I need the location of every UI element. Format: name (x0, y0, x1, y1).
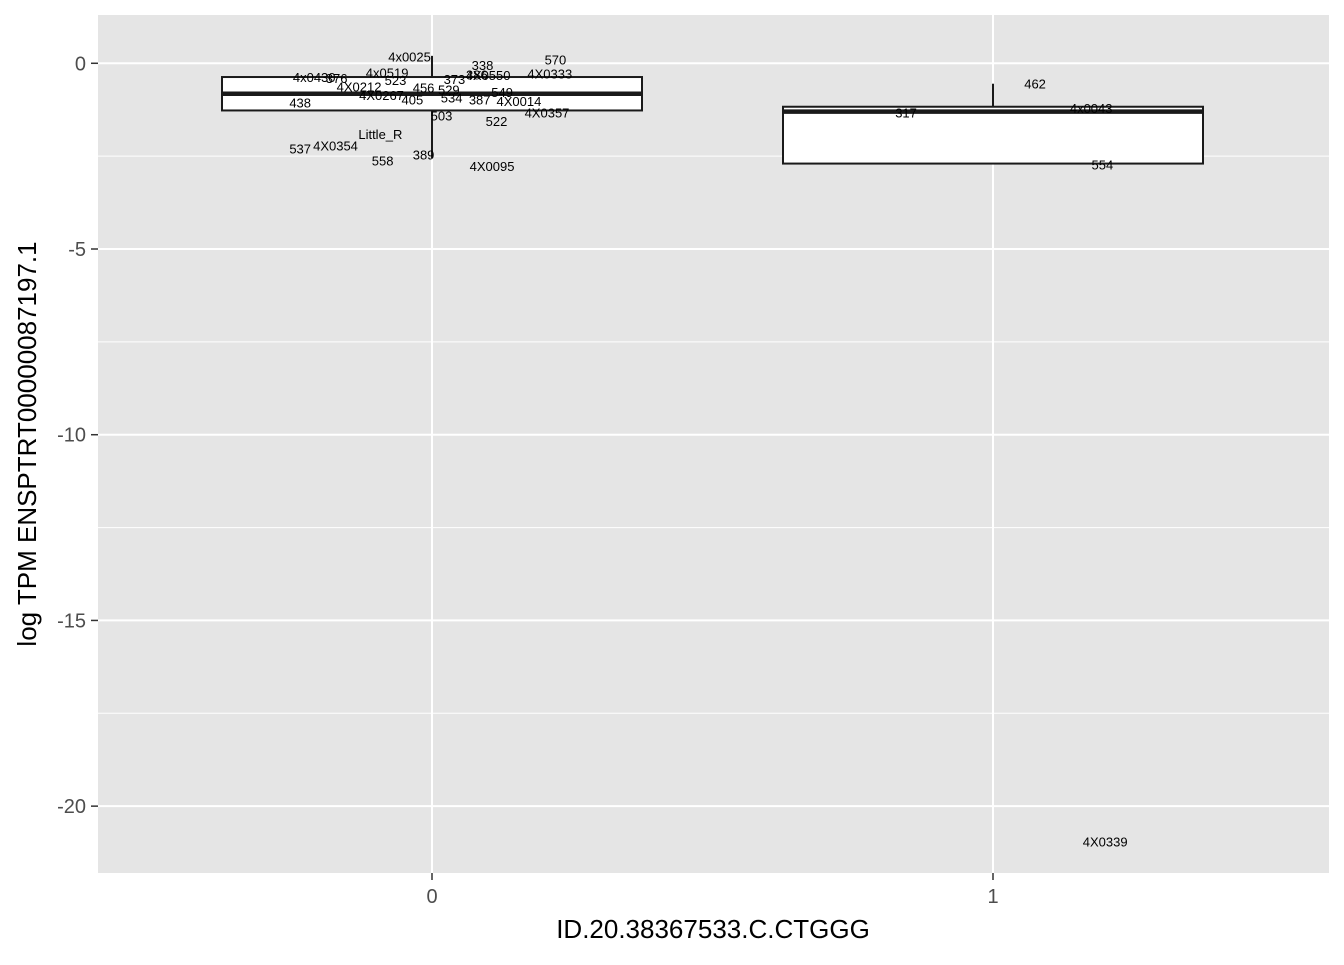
y-axis: 0 -5 -10 -15 -20 (57, 53, 98, 818)
point-label: 4X0550 (466, 68, 511, 83)
x-axis-title: ID.20.38367533.C.CTGGG (556, 914, 870, 944)
point-label: 558 (372, 154, 394, 169)
point-label: 462 (1024, 77, 1046, 92)
point-label: 405 (402, 92, 424, 107)
point-label: 4x0043 (1070, 101, 1113, 116)
y-tick-label: -5 (68, 239, 86, 261)
point-label: 549 (491, 85, 513, 100)
x-tick-label: 0 (426, 886, 437, 908)
y-tick-label: 0 (75, 53, 86, 75)
point-label: 4X0357 (525, 105, 570, 120)
point-label: 373 (444, 72, 466, 87)
point-label: 456 (413, 80, 435, 95)
point-label: 4x0430 (293, 70, 336, 85)
boxes-layer (221, 55, 1204, 165)
point-label: 387 (469, 92, 491, 107)
point-label: 4X0267 (359, 88, 404, 103)
box-iqr (782, 105, 1204, 165)
point-label: 338 (472, 58, 494, 73)
point-label: 523 (385, 73, 407, 88)
point-label: 4X0354 (313, 139, 358, 154)
point-label: 4X0212 (337, 80, 382, 95)
y-tick-label: -10 (57, 425, 86, 447)
point-label: 4X0333 (527, 66, 572, 81)
point-label: 537 (289, 142, 311, 157)
y-axis-title: log TPM ENSPTRT00000087197.1 (12, 241, 42, 646)
point-label: 570 (545, 53, 567, 68)
point-label: 4x0519 (366, 66, 409, 81)
point-label: 534 (441, 90, 463, 105)
point-label: Little_R (358, 127, 402, 142)
point-label: 317 (895, 105, 917, 120)
point-label: 4X0095 (470, 159, 515, 174)
box-1 (782, 83, 1204, 165)
point-label: 389 (413, 147, 435, 162)
point-label: 4x0025 (388, 50, 431, 65)
box-0 (221, 55, 643, 158)
point-label: 522 (486, 114, 508, 129)
y-tick-label: -15 (57, 610, 86, 632)
x-tick-label: 1 (987, 886, 998, 908)
point-label: 503 (431, 108, 453, 123)
point-label: 376 (326, 71, 348, 86)
point-label: 529 (438, 82, 460, 97)
point-label: 4X0339 (1083, 834, 1128, 849)
point-label: 438 (289, 95, 311, 110)
point-label: 386 (466, 67, 488, 82)
point-label: 4X0014 (497, 94, 542, 109)
y-tick-label: -20 (57, 796, 86, 818)
point-label: 554 (1092, 158, 1114, 173)
